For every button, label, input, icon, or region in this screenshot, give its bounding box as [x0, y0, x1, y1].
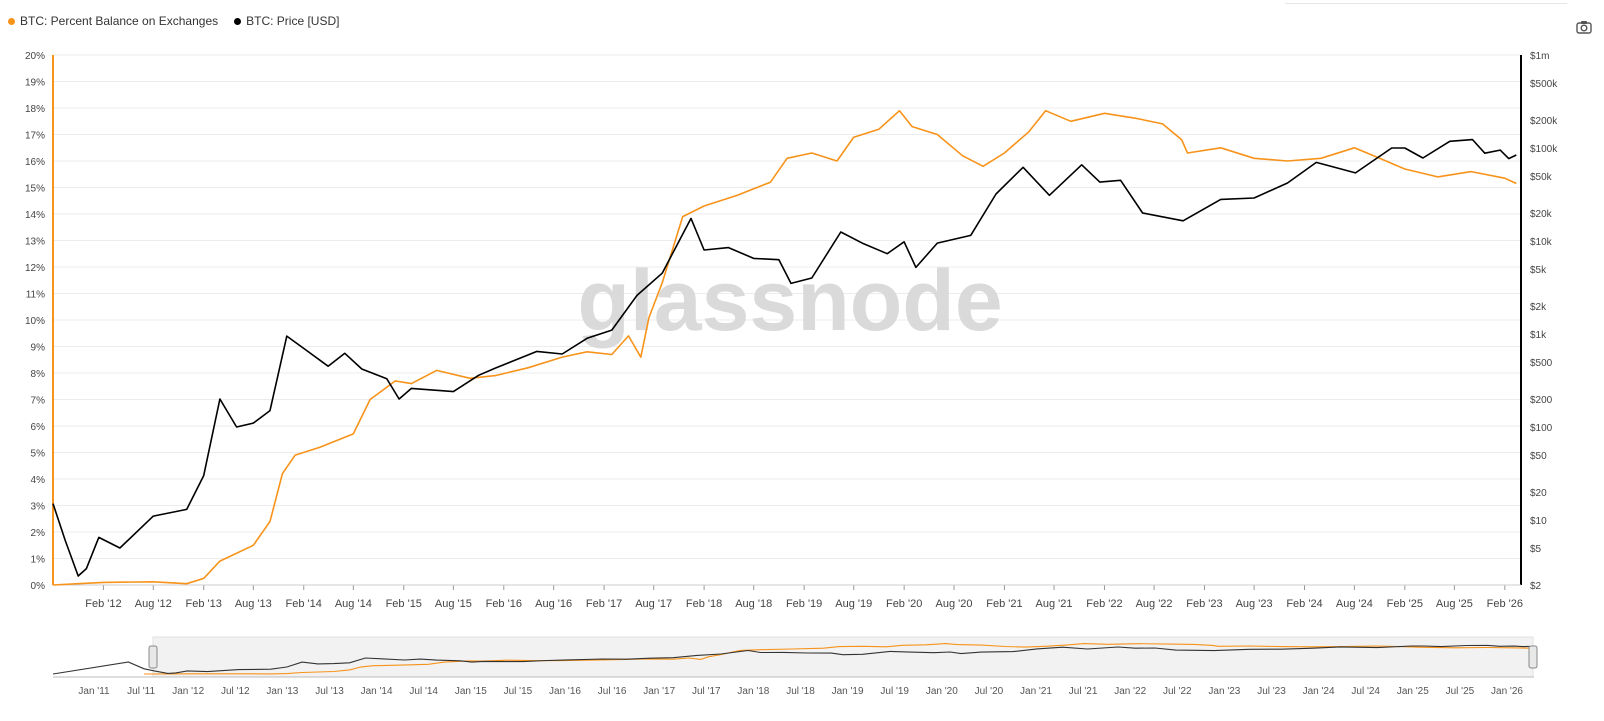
x-tick-label: Aug '25 [1436, 598, 1473, 610]
right-tick-label: $5k [1530, 265, 1547, 276]
x-tick-label: Aug '18 [735, 598, 772, 610]
legend-marker-price [234, 17, 242, 25]
x-tick-label: Feb '18 [686, 598, 722, 610]
right-tick-label: $500k [1530, 79, 1558, 90]
left-tick-label: 11% [26, 290, 45, 301]
left-tick-label: 6% [31, 422, 46, 433]
series-line-price [52, 138, 1517, 577]
right-tick-label: $50 [1530, 451, 1547, 462]
left-tick-label: 10% [25, 316, 45, 327]
legend-label-price: BTC: Price [USD] [246, 14, 340, 28]
x-tick-label: Aug '23 [1236, 598, 1273, 610]
left-tick-label: 13% [25, 237, 45, 248]
right-tick-label: $100 [1530, 423, 1553, 434]
x-tick-label: Feb '24 [1286, 598, 1322, 610]
left-tick-label: 14% [25, 210, 45, 221]
left-tick-label: 5% [31, 449, 46, 460]
watermark: glassnode [577, 253, 1002, 349]
right-tick-label: $200 [1530, 395, 1553, 406]
x-tick-label: Aug '15 [435, 598, 472, 610]
left-tick-label: 2% [31, 528, 46, 539]
x-tick-label: Feb '25 [1387, 598, 1423, 610]
x-tick-label: Feb '19 [786, 598, 822, 610]
right-axis: $2 $5 $10 $20 $50 $100 $200 $500 $1k $2k $5k $10k $2… [1520, 51, 1558, 592]
x-tick-label: Aug '21 [1036, 598, 1073, 610]
x-axis: Feb '12 Aug '12 Feb '13 Aug '13 Feb '14 Aug '… [53, 584, 1523, 610]
x-tick-label: Aug '19 [835, 598, 872, 610]
legend: BTC: Percent Balance on Exchanges BTC: P… [8, 14, 339, 28]
right-tick-label: $5 [1530, 544, 1542, 555]
right-tick-label: $100k [1530, 144, 1558, 155]
left-tick-label: 19% [25, 78, 45, 89]
left-tick-label: 0% [31, 581, 46, 592]
right-tick-label: $10k [1530, 237, 1553, 248]
right-tick-label: $500 [1530, 358, 1553, 369]
x-tick-label: Aug '22 [1136, 598, 1173, 610]
camera-icon[interactable] [1576, 20, 1594, 36]
x-tick-label: Feb '23 [1186, 598, 1222, 610]
left-tick-label: 17% [25, 131, 45, 142]
legend-marker-exchange-balance [8, 17, 15, 25]
left-tick-label: 15% [25, 184, 45, 195]
x-tick-label: Aug '13 [235, 598, 272, 610]
x-tick-label: Aug '16 [535, 598, 572, 610]
top-panel-edge [1285, 0, 1567, 4]
right-tick-label: $20 [1530, 488, 1547, 499]
left-tick-label: 20% [25, 51, 45, 62]
right-tick-label: $10 [1530, 516, 1547, 527]
right-tick-label: $1k [1530, 330, 1547, 341]
x-tick-label: Feb '16 [486, 598, 522, 610]
x-tick-label: Feb '14 [286, 598, 322, 610]
x-tick-label: Feb '22 [1086, 598, 1122, 610]
legend-label-exchange-balance: BTC: Percent Balance on Exchanges [20, 14, 219, 28]
x-tick-label: Feb '21 [986, 598, 1022, 610]
x-tick-label: Feb '17 [586, 598, 622, 610]
right-tick-label: $200k [1530, 116, 1558, 127]
left-tick-label: 16% [25, 157, 45, 168]
left-tick-label: 8% [31, 369, 46, 380]
x-tick-label: Feb '26 [1487, 598, 1523, 610]
right-tick-label: $1m [1530, 51, 1549, 62]
right-tick-label: $2 [1530, 581, 1542, 592]
left-tick-label: 18% [25, 104, 45, 115]
x-tick-label: Feb '12 [85, 598, 121, 610]
left-tick-label: 12% [25, 263, 45, 274]
x-tick-label: Aug '24 [1336, 598, 1373, 610]
x-tick-label: Aug '17 [635, 598, 672, 610]
right-tick-label: $2k [1530, 302, 1547, 313]
series-line-exchange-balance [52, 109, 1517, 586]
right-tick-label: $50k [1530, 172, 1553, 183]
x-tick-label: Aug '12 [135, 598, 172, 610]
left-tick-label: 1% [31, 555, 46, 566]
x-tick-label: Feb '13 [186, 598, 222, 610]
series [52, 109, 1517, 586]
left-tick-label: 9% [31, 343, 46, 354]
legend-item-price[interactable]: BTC: Price [USD] [234, 14, 339, 28]
x-tick-label: Feb '15 [386, 598, 422, 610]
x-tick-label: Feb '20 [886, 598, 922, 610]
x-tick-label: Aug '20 [936, 598, 973, 610]
x-tick-label: Aug '14 [335, 598, 372, 610]
left-tick-label: 3% [31, 502, 46, 513]
right-tick-label: $20k [1530, 209, 1553, 220]
left-tick-label: 4% [31, 475, 46, 486]
left-tick-label: 7% [31, 396, 46, 407]
legend-item-exchange-balance[interactable]: BTC: Percent Balance on Exchanges [8, 14, 218, 28]
left-axis: 0% 1% 2% 3% 4% 5% 6% 7% 8% 9% 10% 11% 12% 13% 14% 15% 16… [25, 51, 54, 592]
